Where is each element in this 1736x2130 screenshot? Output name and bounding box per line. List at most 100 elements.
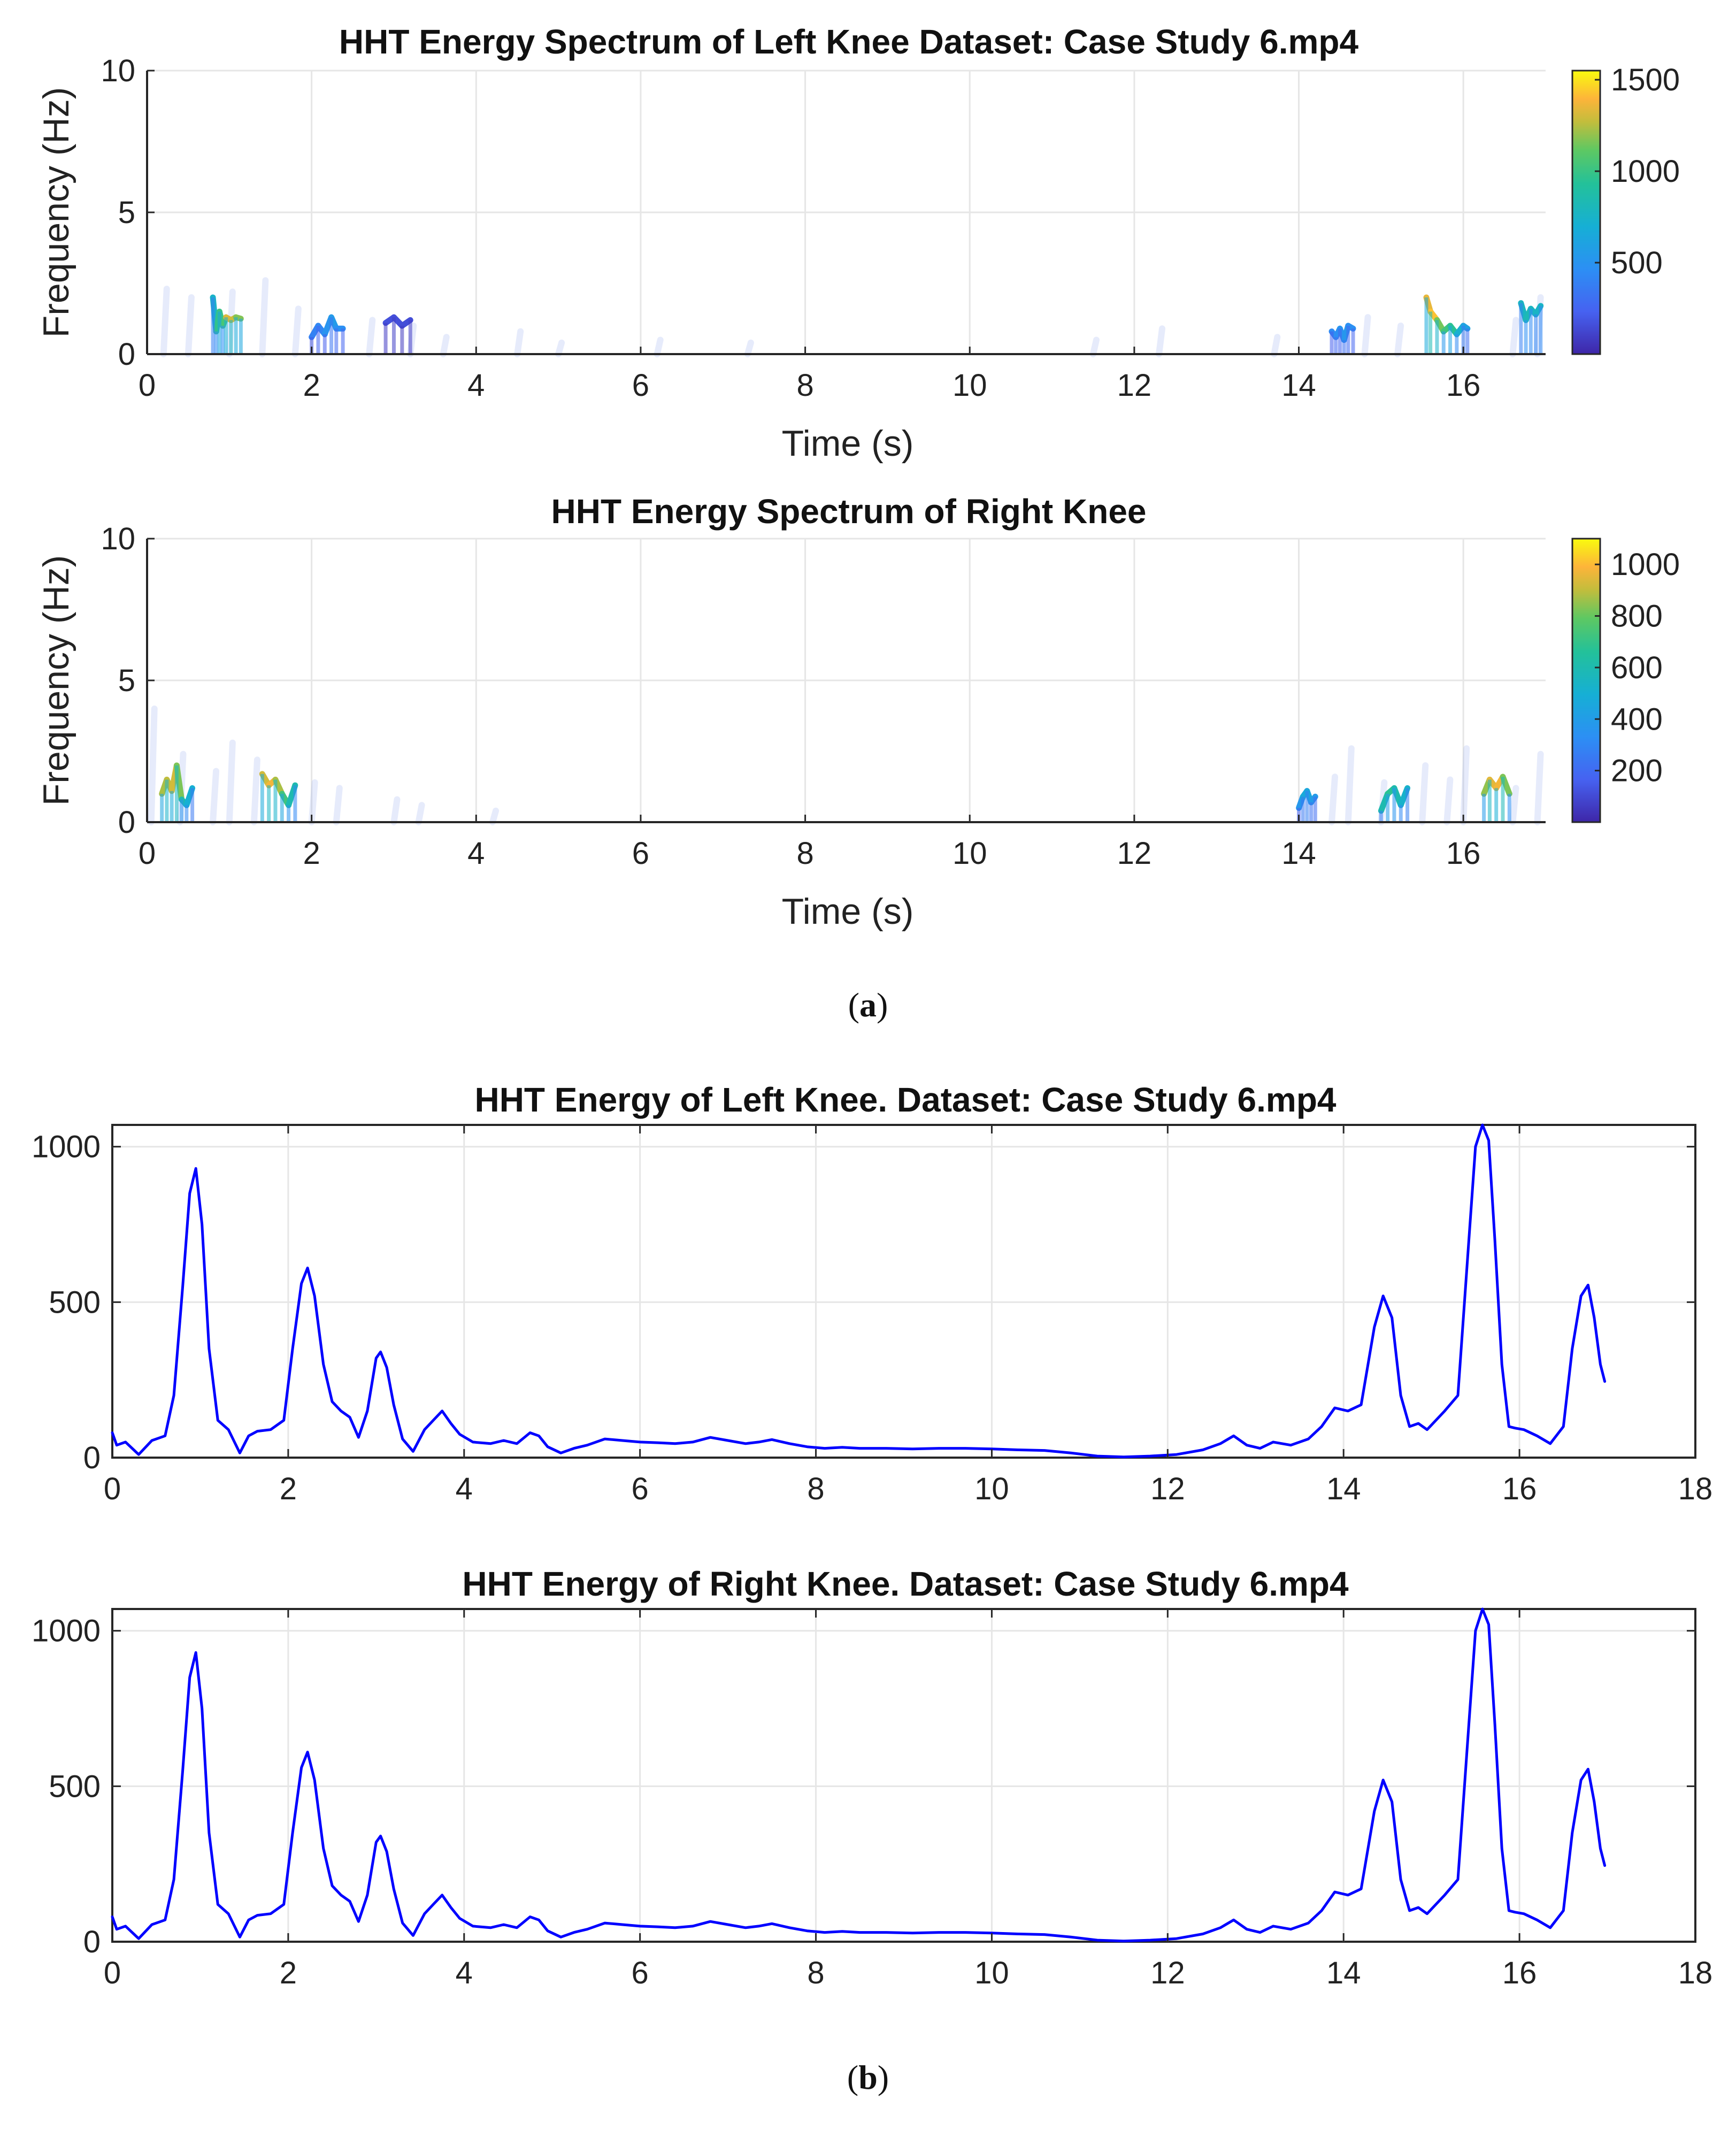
x-tick-label: 12 xyxy=(1150,1956,1185,1990)
right-knee-spectrum-ylabel: Frequency (Hz) xyxy=(36,555,76,806)
energy-series-line xyxy=(111,1607,1607,1943)
faint-energy-trace xyxy=(250,756,260,825)
right-knee-spectrum-ticks: 0 2 4 6 8 10 12 14 16 0 5 10 xyxy=(101,522,1480,871)
left-knee-spectrum-panel: HHT Energy Spectrum of Left Knee Dataset… xyxy=(36,22,1680,464)
y-tick-label: 1000 xyxy=(32,1130,101,1164)
left-knee-colorbar-ticks: 500 1000 1500 xyxy=(1595,63,1680,280)
x-tick-label: 18 xyxy=(1678,1472,1713,1506)
caption-a: (a) xyxy=(848,986,888,1024)
x-tick-label: 0 xyxy=(104,1472,121,1506)
left-knee-colorbar xyxy=(1571,70,1601,355)
x-tick-label: 16 xyxy=(1446,836,1481,871)
faint-energy-trace xyxy=(1509,317,1519,357)
x-tick-label: 0 xyxy=(139,368,156,403)
left-knee-spectrum-ridges xyxy=(210,294,1544,354)
right-knee-spectrum-ridges xyxy=(159,762,1512,822)
caption-b-open: ( xyxy=(847,2058,858,2096)
colorbar-tick-label: 1500 xyxy=(1611,63,1680,97)
x-tick-label: 0 xyxy=(139,836,156,871)
faint-energy-trace xyxy=(514,328,524,357)
x-tick-label: 14 xyxy=(1281,836,1316,871)
faint-energy-trace xyxy=(489,807,500,825)
x-tick-label: 2 xyxy=(280,1472,297,1506)
x-tick-label: 4 xyxy=(456,1956,473,1990)
right-knee-energy-title: HHT Energy of Right Knee. Dataset: Case … xyxy=(462,1565,1349,1603)
right-knee-energy-frame xyxy=(111,1608,1696,1943)
right-knee-energy-grid xyxy=(112,1609,1695,1942)
y-tick-label: 5 xyxy=(118,195,135,230)
right-knee-energy-line xyxy=(111,1607,1607,1943)
faint-energy-trace xyxy=(1271,334,1281,357)
y-tick-label: 0 xyxy=(83,1441,101,1475)
x-tick-label: 16 xyxy=(1446,368,1481,403)
faint-energy-trace xyxy=(654,336,664,357)
faint-energy-trace xyxy=(366,317,376,357)
faint-energy-trace xyxy=(1509,785,1519,825)
colorbar-tick-label: 500 xyxy=(1611,246,1663,280)
left-knee-energy-panel: HHT Energy of Left Knee. Dataset: Case S… xyxy=(32,1081,1712,1506)
colorbar-tick-label: 1000 xyxy=(1611,547,1680,582)
right-knee-spectrum-grid xyxy=(147,538,1546,822)
y-tick-label: 500 xyxy=(49,1769,101,1804)
x-tick-label: 2 xyxy=(303,368,320,403)
faint-energy-trace xyxy=(160,286,170,357)
faint-energy-trace xyxy=(148,706,158,825)
right-knee-spectrum-xlabel: Time (s) xyxy=(782,891,914,932)
faint-energy-trace xyxy=(226,739,236,825)
y-tick-label: 0 xyxy=(118,337,135,372)
left-knee-energy-ticks: 0 2 4 6 8 10 12 14 16 18 0 500 1000 xyxy=(32,1125,1712,1506)
faint-energy-trace xyxy=(1345,745,1355,825)
x-tick-label: 8 xyxy=(807,1956,824,1990)
faint-energy-trace xyxy=(1328,773,1339,825)
x-tick-label: 8 xyxy=(807,1472,824,1506)
x-tick-label: 4 xyxy=(467,368,485,403)
caption-b-letter: b xyxy=(858,2058,878,2096)
y-tick-label: 500 xyxy=(49,1285,101,1320)
y-tick-label: 10 xyxy=(101,53,135,88)
faint-energy-trace xyxy=(1156,325,1166,357)
caption-b: (b) xyxy=(847,2058,889,2096)
left-knee-spectrum-ticks: 0 2 4 6 8 10 12 14 16 0 5 10 xyxy=(101,53,1480,403)
faint-energy-trace xyxy=(1419,762,1429,825)
right-knee-spectrum-faint xyxy=(148,706,1544,825)
x-tick-label: 16 xyxy=(1502,1956,1537,1990)
faint-energy-trace xyxy=(390,796,401,825)
x-tick-label: 2 xyxy=(280,1956,297,1990)
x-tick-label: 8 xyxy=(796,836,813,871)
caption-b-close: ) xyxy=(878,2058,889,2096)
colorbar-tick-label: 400 xyxy=(1611,702,1663,737)
x-tick-label: 2 xyxy=(303,836,320,871)
right-knee-energy-ticks: 0 2 4 6 8 10 12 14 16 18 0 500 1000 xyxy=(32,1609,1712,1990)
x-tick-label: 6 xyxy=(632,836,649,871)
faint-energy-trace xyxy=(440,334,450,357)
x-tick-label: 10 xyxy=(953,836,987,871)
faint-energy-trace xyxy=(1089,336,1100,357)
y-tick-label: 0 xyxy=(118,805,135,840)
x-tick-label: 12 xyxy=(1150,1472,1185,1506)
right-knee-spectrum-title: HHT Energy Spectrum of Right Knee xyxy=(551,492,1147,531)
x-tick-label: 10 xyxy=(953,368,987,403)
x-tick-label: 4 xyxy=(467,836,485,871)
left-knee-energy-frame xyxy=(111,1124,1696,1459)
faint-energy-trace xyxy=(210,768,220,825)
x-tick-label: 14 xyxy=(1281,368,1316,403)
x-tick-label: 6 xyxy=(632,368,649,403)
faint-energy-trace xyxy=(259,277,269,357)
x-tick-label: 12 xyxy=(1117,836,1152,871)
faint-energy-trace xyxy=(1460,745,1470,825)
left-knee-energy-grid xyxy=(112,1125,1695,1458)
faint-energy-trace xyxy=(415,802,425,825)
right-knee-energy-panel: HHT Energy of Right Knee. Dataset: Case … xyxy=(32,1565,1712,1990)
faint-energy-trace xyxy=(555,339,565,357)
left-knee-energy-line xyxy=(111,1123,1607,1459)
faint-energy-trace xyxy=(1394,323,1404,357)
x-tick-label: 8 xyxy=(796,368,813,403)
x-tick-label: 18 xyxy=(1678,1956,1713,1990)
caption-a-close: ) xyxy=(877,986,888,1024)
x-tick-label: 6 xyxy=(632,1956,649,1990)
colorbar-tick-label: 600 xyxy=(1611,650,1663,685)
x-tick-label: 14 xyxy=(1326,1956,1361,1990)
left-knee-spectrum-xlabel: Time (s) xyxy=(782,423,914,464)
y-tick-label: 1000 xyxy=(32,1614,101,1649)
